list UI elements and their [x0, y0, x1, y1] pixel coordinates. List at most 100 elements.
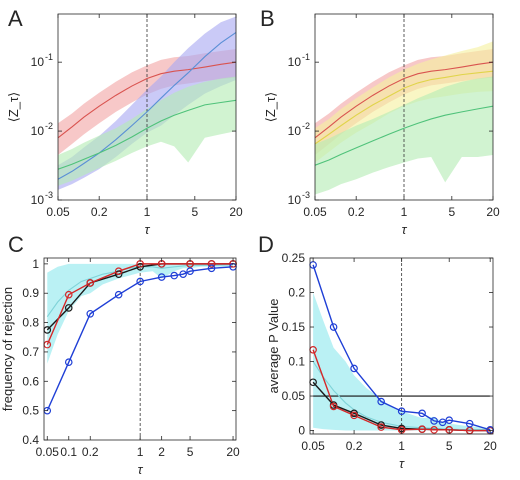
ytick-label-c-0: 0.4 [22, 433, 39, 447]
panel-letter-a: A [8, 6, 23, 31]
ytick-label-c-3: 0.7 [22, 345, 39, 359]
point-c-2-1 [64, 290, 73, 299]
point-d-3-0 [309, 261, 317, 269]
ytick-label-a-1: 10 [31, 124, 45, 138]
y-axis-label-a: ⟨Z_τ⟩ [6, 92, 21, 122]
point-d-1-2 [350, 409, 358, 418]
point-d-1-3 [377, 421, 385, 429]
xtick-label-d-3: 5 [446, 439, 453, 453]
point-c-2-7 [207, 260, 216, 268]
point-d-2-1 [329, 402, 338, 411]
point-d-2-5 [418, 425, 426, 433]
ytick-label-a-0: 10 [31, 193, 45, 207]
x-axis-label-b: τ [402, 222, 408, 237]
ytick-label-a-2: 10 [31, 55, 45, 69]
ytick-label-b-0: 10 [288, 193, 302, 207]
point-d-3-4 [397, 407, 406, 416]
xtick-label-d-4: 20 [484, 439, 498, 453]
xtick-label-b-2: 1 [401, 205, 408, 219]
ytick-exp-b-2: -1 [302, 52, 310, 62]
xtick-label-d-2: 1 [398, 439, 405, 453]
xtick-label-b-4: 20 [486, 205, 500, 219]
point-c-1-1 [64, 304, 73, 312]
point-c-3-5 [157, 273, 166, 281]
series-line-b-2 [315, 105, 493, 166]
ytick-label-d-0: 0 [298, 424, 305, 438]
ytick-label-d-5: 0.25 [282, 251, 306, 265]
panel-letter-d: D [258, 232, 274, 257]
point-d-2-6 [430, 426, 438, 434]
point-d-3-7 [438, 418, 447, 427]
ytick-exp-b-0: -3 [302, 190, 310, 200]
y-axis-label-d: average P Value [266, 299, 281, 394]
xtick-label-a-0: 0.05 [46, 205, 70, 219]
xtick-label-c-2: 0.2 [82, 445, 99, 459]
y-axis-label-b: ⟨Z_τ⟩ [263, 92, 278, 122]
series-line-c-3 [46, 266, 234, 411]
point-c-3-2 [86, 309, 95, 318]
x-axis-label-c: τ [138, 462, 144, 477]
point-c-3-3 [114, 290, 123, 299]
series-line-d-3 [312, 264, 491, 431]
xtick-label-c-4: 2 [158, 445, 165, 459]
xtick-label-c-6: 20 [226, 445, 240, 459]
xtick-label-c-1: 0.1 [60, 445, 77, 459]
point-c-2-2 [86, 279, 95, 287]
ytick-exp-a-1: -2 [45, 121, 53, 131]
x-axis-label-d: τ [399, 456, 405, 471]
point-c-3-4 [136, 277, 144, 286]
ytick-label-d-3: 0.15 [282, 320, 306, 334]
point-c-3-1 [64, 358, 73, 367]
ytick-label-d-4: 0.2 [288, 286, 305, 300]
x-axis-label-a: τ [145, 222, 151, 237]
xtick-label-d-0: 0.05 [301, 439, 325, 453]
point-d-3-8 [445, 416, 454, 425]
panel-c: 0.05 0.1 0.2 1 2 5 200.40.50.60.70.80.91τfrequ… [0, 257, 240, 477]
series-line-b-0 [315, 61, 493, 139]
ytick-label-c-2: 0.6 [22, 374, 39, 388]
xtick-label-b-0: 0.05 [303, 205, 327, 219]
xtick-label-a-2: 1 [144, 205, 151, 219]
series-line-a-0 [58, 61, 236, 139]
point-d-3-3 [377, 397, 385, 406]
ytick-exp-a-2: -1 [45, 52, 53, 62]
xtick-label-a-4: 20 [229, 205, 243, 219]
band-c [47, 263, 234, 364]
point-c-3-6 [170, 271, 179, 280]
point-c-1-4 [136, 263, 144, 271]
point-c-3-9 [207, 264, 216, 273]
xtick-label-b-1: 0.2 [348, 205, 365, 219]
point-d-2-2 [350, 411, 358, 420]
series-line-d-2 [312, 349, 491, 432]
point-d-3-1 [329, 323, 338, 331]
ytick-exp-b-1: -2 [302, 121, 310, 131]
ytick-label-b-1: 10 [288, 124, 302, 138]
xtick-label-c-5: 5 [187, 445, 194, 459]
plot-area-a [58, 14, 236, 200]
plot-area-c [46, 258, 234, 440]
point-d-3-2 [350, 364, 358, 373]
xtick-label-c-3: 1 [137, 445, 144, 459]
ytick-label-c-4: 0.8 [22, 316, 39, 330]
point-c-1-3 [114, 270, 123, 278]
ytick-label-d-1: 0.05 [282, 389, 306, 403]
point-c-2-3 [114, 267, 123, 276]
xtick-label-c-0: 0.05 [36, 445, 60, 459]
point-c-3-8 [186, 267, 194, 276]
plot-area-b [315, 14, 493, 200]
panel-letter-c: C [8, 232, 24, 257]
ytick-label-c-5: 0.9 [22, 286, 39, 300]
ytick-exp-a-0: -3 [45, 190, 53, 200]
point-d-3-6 [430, 417, 438, 425]
point-d-2-3 [377, 423, 385, 431]
xtick-label-a-1: 0.2 [91, 205, 108, 219]
ytick-label-c-6: 1 [32, 257, 39, 271]
ytick-label-b-2: 10 [288, 55, 302, 69]
point-d-3-9 [465, 419, 474, 428]
series-line-b-1 [315, 70, 493, 145]
series-line-a-2 [58, 99, 236, 170]
